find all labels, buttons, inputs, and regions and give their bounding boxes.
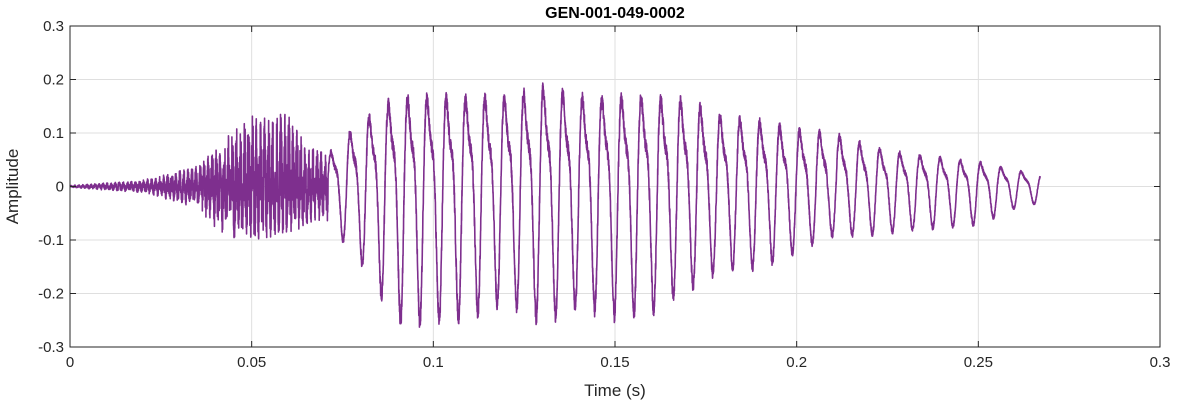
x-axis-label: Time (s) <box>584 381 646 400</box>
plot-area <box>69 82 1041 328</box>
x-tick-label: 0.05 <box>237 354 266 371</box>
x-tick-label: 0.25 <box>964 354 993 371</box>
waveform-line <box>69 82 1041 328</box>
y-tick-labels: 0.3 0.2 0.1 0 -0.1 -0.2 -0.3 <box>38 18 64 356</box>
y-axis-label: Amplitude <box>3 149 22 225</box>
y-tick-label: 0.1 <box>43 125 64 142</box>
x-tick-label: 0.2 <box>786 354 807 371</box>
y-tick-label: -0.3 <box>38 339 64 356</box>
y-tick-label: -0.1 <box>38 232 64 249</box>
x-tick-label: 0.3 <box>1150 354 1171 371</box>
chart-title: GEN-001-049-0002 <box>545 5 685 22</box>
axis-ticks <box>69 25 1161 348</box>
x-tick-label: 0.1 <box>423 354 444 371</box>
x-tick-label: 0 <box>66 354 74 371</box>
y-tick-label: 0.3 <box>43 18 64 35</box>
x-tick-label: 0.15 <box>600 354 629 371</box>
y-tick-label: 0 <box>56 179 64 196</box>
x-tick-labels: 0 0.05 0.1 0.15 0.2 0.25 0.3 <box>66 354 1171 371</box>
y-tick-label: 0.2 <box>43 72 64 89</box>
y-tick-label: -0.2 <box>38 286 64 303</box>
